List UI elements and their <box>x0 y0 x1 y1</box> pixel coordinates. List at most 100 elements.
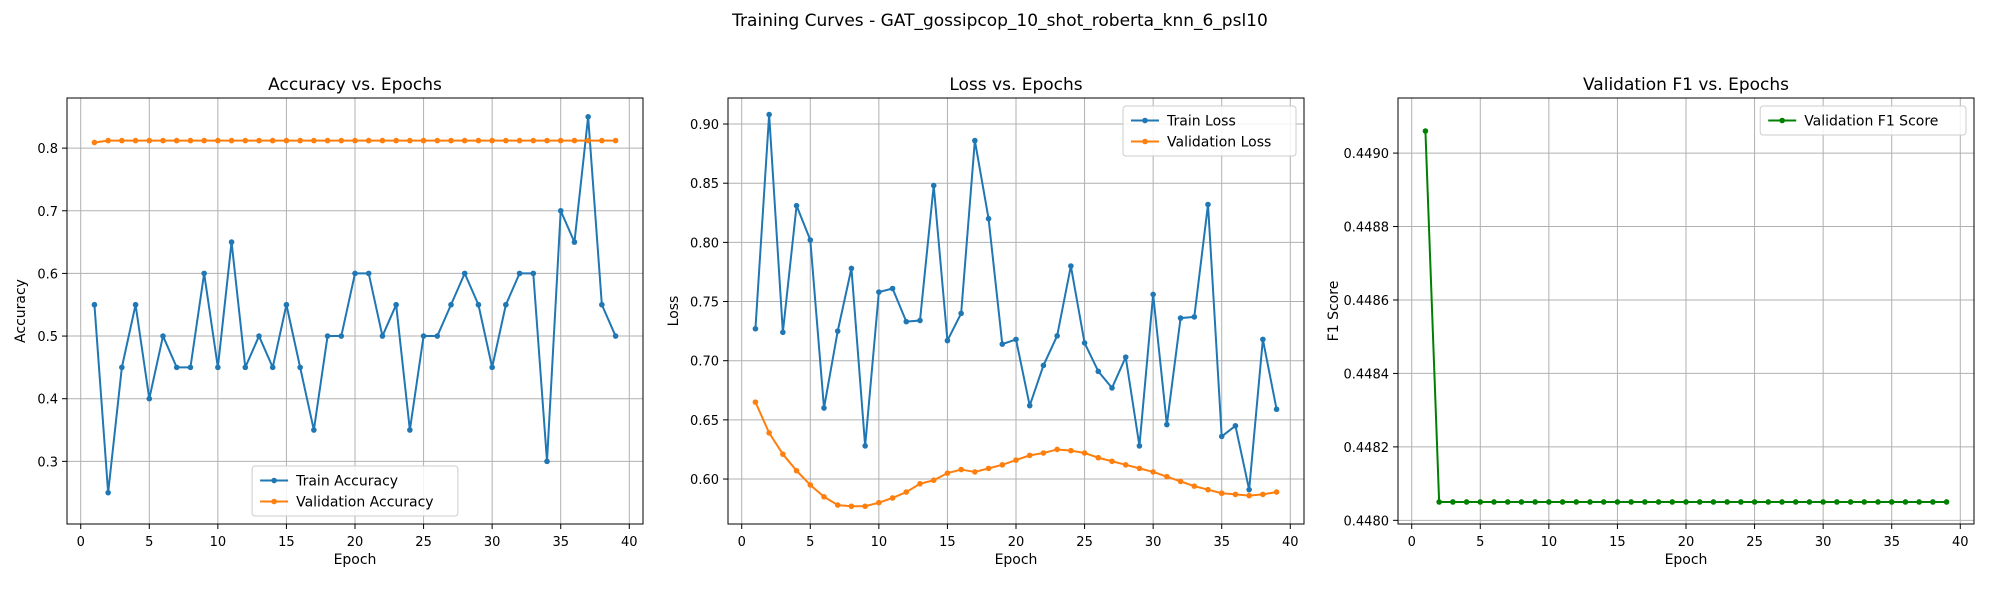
data-point <box>752 325 759 332</box>
data-point <box>889 285 896 292</box>
data-point <box>365 270 372 277</box>
data-point <box>599 301 605 308</box>
legend-label: Validation F1 Score <box>1804 114 1938 130</box>
data-point <box>544 137 550 144</box>
data-point <box>862 443 868 449</box>
data-point <box>215 364 221 371</box>
data-point <box>571 239 578 245</box>
legend-box <box>251 465 459 517</box>
data-point <box>1246 492 1252 499</box>
data-point <box>612 137 619 144</box>
data-point <box>1463 499 1470 505</box>
y-tick-label: 0.7 <box>37 205 58 220</box>
data-point <box>1916 499 1922 505</box>
data-point <box>269 137 276 144</box>
data-point <box>1013 457 1019 463</box>
data-point <box>848 503 855 510</box>
data-point <box>160 333 166 339</box>
data-point <box>1122 354 1129 360</box>
data-point <box>834 328 841 334</box>
x-tick-label: 40 <box>1952 535 1969 550</box>
legend-label: Train Accuracy <box>295 474 398 490</box>
x-tick-label: 20 <box>347 535 364 550</box>
data-point <box>1218 490 1225 497</box>
x-axis-label: Epoch <box>334 552 377 568</box>
data-point <box>407 137 413 144</box>
data-point <box>132 137 139 144</box>
data-point <box>1669 499 1676 505</box>
data-point <box>999 341 1006 347</box>
data-point <box>1109 458 1115 465</box>
x-tick-label: 10 <box>871 535 888 550</box>
data-point <box>1628 499 1634 505</box>
data-point <box>1820 499 1826 505</box>
data-point <box>1504 499 1511 505</box>
legend-box <box>1122 105 1297 157</box>
x-tick-label: 25 <box>415 535 432 550</box>
y-tick-label: 0.6 <box>37 267 58 282</box>
legend-label: Validation Accuracy <box>296 495 434 511</box>
data-point <box>571 137 578 144</box>
data-point <box>752 399 759 405</box>
data-point <box>324 333 331 339</box>
data-point <box>1834 499 1840 505</box>
x-tick-label: 10 <box>1541 535 1558 550</box>
data-point <box>1861 499 1868 505</box>
x-tick-label: 5 <box>806 535 814 550</box>
data-point <box>780 329 786 336</box>
data-point <box>917 317 923 324</box>
data-point <box>1614 499 1621 505</box>
data-point <box>242 137 249 144</box>
data-point <box>1765 499 1772 505</box>
data-point <box>1600 499 1607 505</box>
legend-label: Train Loss <box>1166 114 1236 130</box>
data-point <box>283 137 290 144</box>
data-point <box>972 137 978 144</box>
y-tick-label: 0.85 <box>690 177 719 192</box>
data-point <box>338 137 345 144</box>
data-point <box>1109 385 1115 391</box>
data-point <box>365 137 372 144</box>
legend-swatch-marker <box>271 477 277 484</box>
x-tick-label: 30 <box>1145 535 1162 550</box>
y-tick-label: 0.80 <box>690 236 719 251</box>
legend-swatch-marker <box>271 498 277 505</box>
data-point <box>1902 499 1909 505</box>
data-point <box>930 477 937 484</box>
data-point <box>876 499 882 506</box>
data-point <box>242 364 249 371</box>
data-point <box>461 137 468 144</box>
data-point <box>420 137 427 144</box>
y-axis-label: F1 Score <box>1326 281 1342 342</box>
data-point <box>516 137 523 144</box>
data-point <box>379 137 386 144</box>
data-point <box>311 427 317 433</box>
data-point <box>848 265 855 272</box>
data-point <box>1205 201 1211 208</box>
data-point <box>862 503 868 510</box>
x-tick-label: 0 <box>77 535 85 550</box>
data-point <box>985 465 992 472</box>
data-point <box>1054 333 1060 339</box>
y-tick-label: 0.65 <box>690 414 719 429</box>
y-tick-label: 0.5 <box>37 330 58 345</box>
data-point <box>903 489 910 495</box>
data-point <box>1013 336 1019 343</box>
data-point <box>1260 491 1266 498</box>
data-point <box>269 364 276 371</box>
x-tick-label: 20 <box>1008 535 1025 550</box>
data-point <box>215 137 221 144</box>
y-tick-label: 0.8 <box>37 142 58 157</box>
data-point <box>1095 454 1102 461</box>
x-tick-label: 40 <box>621 535 638 550</box>
y-tick-label: 0.90 <box>690 118 719 133</box>
data-point <box>944 470 951 476</box>
x-axis-label: Epoch <box>1665 552 1708 568</box>
data-point <box>1136 443 1143 449</box>
data-point <box>1232 491 1239 498</box>
y-tick-label: 0.4488 <box>1344 221 1390 236</box>
x-tick-label: 0 <box>1408 535 1416 550</box>
data-point <box>1696 499 1703 505</box>
data-point <box>105 137 111 144</box>
